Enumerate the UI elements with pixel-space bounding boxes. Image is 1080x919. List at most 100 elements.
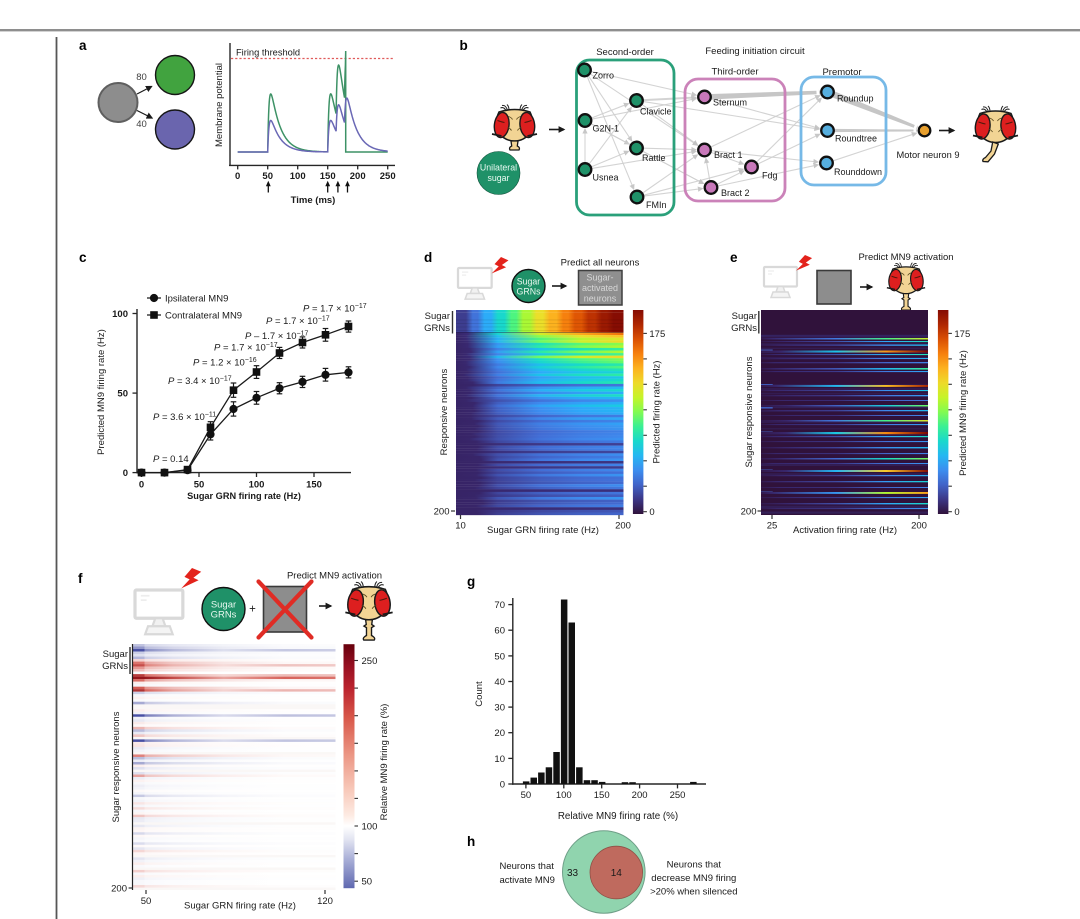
svg-text:Sugar: Sugar (425, 311, 450, 322)
svg-text:Second-order: Second-order (596, 47, 654, 58)
svg-text:50: 50 (521, 790, 532, 801)
svg-text:Responsive neurons: Responsive neurons (439, 368, 450, 455)
svg-text:100: 100 (249, 480, 265, 491)
svg-text:Neurons that: Neurons that (500, 861, 555, 872)
svg-text:P – 1.7 × 10−17: P – 1.7 × 10−17 (245, 331, 308, 343)
svg-text:GRNs: GRNs (424, 323, 450, 334)
svg-text:Clavicle: Clavicle (640, 107, 672, 117)
svg-text:Firing threshold: Firing threshold (236, 48, 300, 58)
svg-text:decrease MN9 firing: decrease MN9 firing (651, 873, 736, 884)
svg-text:Usnea: Usnea (593, 173, 619, 183)
svg-text:Predicted firing rate (Hz): Predicted firing rate (Hz) (652, 361, 663, 464)
svg-text:Sugar-: Sugar- (586, 273, 613, 283)
svg-text:30: 30 (494, 703, 505, 714)
svg-text:250: 250 (670, 790, 686, 801)
svg-text:Rattle: Rattle (642, 153, 666, 163)
svg-text:neurons: neurons (584, 294, 617, 304)
svg-text:+: + (249, 604, 256, 616)
svg-text:Roundtree: Roundtree (835, 134, 877, 144)
svg-text:200: 200 (741, 507, 757, 518)
svg-text:d: d (424, 250, 432, 265)
svg-text:GRNs: GRNs (211, 610, 237, 621)
svg-text:50: 50 (494, 651, 505, 662)
svg-text:14: 14 (611, 868, 623, 879)
svg-text:150: 150 (320, 171, 336, 182)
svg-text:sugar: sugar (487, 173, 509, 183)
svg-text:150: 150 (306, 480, 322, 491)
svg-text:200: 200 (615, 521, 631, 532)
svg-text:activated: activated (582, 283, 618, 293)
svg-text:100: 100 (556, 790, 572, 801)
svg-text:Predicted MN9 firing rate (Hz): Predicted MN9 firing rate (Hz) (96, 329, 107, 455)
svg-text:120: 120 (317, 896, 333, 907)
svg-text:100: 100 (290, 171, 306, 182)
svg-text:50: 50 (141, 896, 152, 907)
svg-text:Sugar GRN firing rate (Hz): Sugar GRN firing rate (Hz) (187, 491, 301, 501)
svg-text:Relative MN9 firing rate (%): Relative MN9 firing rate (%) (558, 811, 678, 822)
svg-text:200: 200 (434, 507, 450, 518)
svg-text:Premotor: Premotor (822, 67, 861, 78)
svg-text:Roundup: Roundup (837, 94, 874, 104)
svg-text:80: 80 (136, 72, 147, 83)
svg-text:P = 1.7 × 10−17: P = 1.7 × 10−17 (214, 342, 278, 354)
svg-text:40: 40 (136, 119, 147, 130)
svg-text:0: 0 (235, 171, 240, 182)
svg-text:b: b (460, 38, 468, 53)
svg-text:Sternum: Sternum (713, 98, 747, 108)
svg-text:50: 50 (362, 877, 373, 888)
svg-text:Sugar responsive neurons: Sugar responsive neurons (111, 711, 122, 822)
svg-text:h: h (467, 834, 475, 849)
svg-text:50: 50 (194, 480, 205, 491)
svg-text:P = 0.14: P = 0.14 (153, 454, 189, 465)
svg-text:60: 60 (494, 626, 505, 637)
svg-text:Predict all neurons: Predict all neurons (561, 258, 640, 269)
svg-text:100: 100 (362, 822, 378, 833)
svg-text:P = 3.4 × 10−17: P = 3.4 × 10−17 (168, 376, 232, 388)
svg-text:P = 1.7 × 10−17: P = 1.7 × 10−17 (303, 303, 367, 315)
svg-text:150: 150 (594, 790, 610, 801)
svg-text:Predict MN9 activation: Predict MN9 activation (287, 571, 382, 582)
svg-text:Bract 2: Bract 2 (721, 188, 750, 198)
svg-text:Membrane potential: Membrane potential (214, 63, 225, 147)
svg-text:10: 10 (455, 521, 466, 532)
svg-text:a: a (79, 38, 87, 53)
svg-text:Third-order: Third-order (712, 67, 759, 78)
svg-text:Zorro: Zorro (593, 71, 615, 81)
svg-text:0: 0 (139, 480, 144, 491)
svg-text:10: 10 (494, 754, 505, 765)
svg-text:20: 20 (494, 728, 505, 739)
svg-text:P = 3.6 × 10−11: P = 3.6 × 10−11 (153, 412, 216, 424)
svg-text:175: 175 (954, 329, 970, 340)
svg-text:250: 250 (362, 656, 378, 667)
svg-text:FMIn: FMIn (646, 200, 667, 210)
svg-text:Sugar responsive neurons: Sugar responsive neurons (744, 356, 755, 467)
svg-text:Bract 1: Bract 1 (714, 150, 743, 160)
svg-text:>20% when silenced: >20% when silenced (650, 887, 737, 898)
svg-text:Count: Count (474, 681, 485, 707)
svg-text:e: e (730, 250, 738, 265)
svg-text:175: 175 (649, 329, 665, 340)
svg-text:200: 200 (911, 521, 927, 532)
svg-text:Ipsilateral MN9: Ipsilateral MN9 (165, 294, 228, 305)
svg-text:Sugar GRN firing rate (Hz): Sugar GRN firing rate (Hz) (487, 525, 599, 536)
svg-text:0: 0 (123, 468, 128, 479)
svg-text:GRNs: GRNs (102, 661, 128, 672)
svg-text:200: 200 (632, 790, 648, 801)
svg-text:Relative MN9 firing rate (%): Relative MN9 firing rate (%) (379, 704, 390, 821)
svg-text:70: 70 (494, 600, 505, 611)
svg-text:g: g (467, 574, 475, 589)
svg-text:G2N-1: G2N-1 (593, 124, 620, 134)
svg-text:P = 1.7 × 10−17: P = 1.7 × 10−17 (266, 316, 330, 328)
svg-text:Contralateral MN9: Contralateral MN9 (165, 311, 242, 322)
svg-text:250: 250 (380, 171, 396, 182)
svg-text:50: 50 (262, 171, 273, 182)
svg-text:activate MN9: activate MN9 (500, 875, 555, 886)
svg-text:Sugar: Sugar (732, 311, 757, 322)
svg-text:0: 0 (500, 780, 505, 791)
svg-text:Feeding initiation circuit: Feeding initiation circuit (705, 46, 805, 57)
svg-text:100: 100 (112, 309, 128, 320)
svg-text:50: 50 (117, 389, 128, 400)
svg-text:0: 0 (954, 507, 959, 518)
svg-text:GRNs: GRNs (517, 287, 542, 297)
svg-text:c: c (79, 250, 87, 265)
